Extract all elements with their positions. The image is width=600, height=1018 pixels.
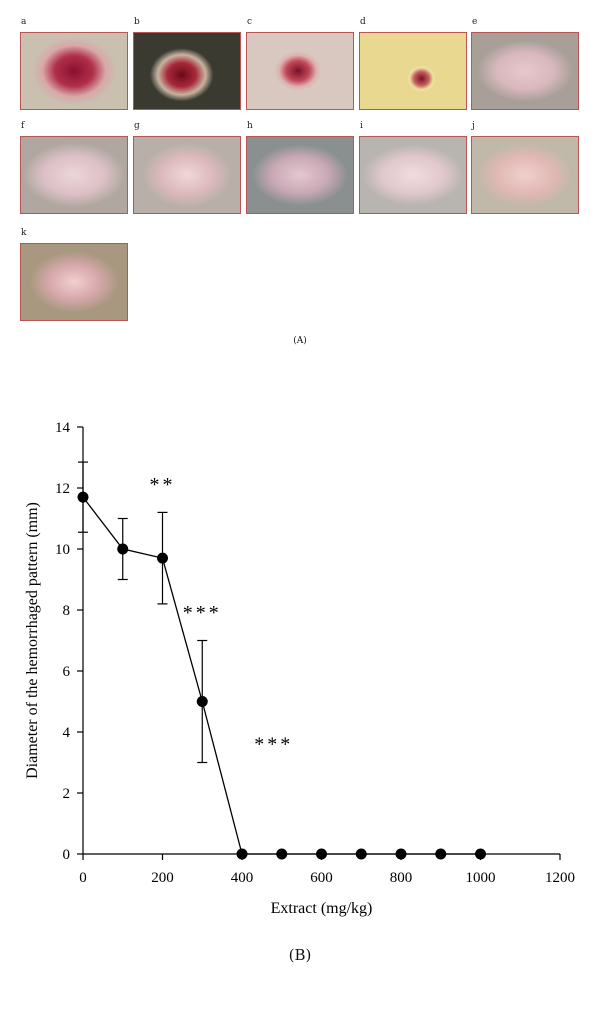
photo-hemorrhage-b <box>133 32 241 110</box>
photo-label: g <box>134 121 140 131</box>
photo-skin-j <box>471 136 579 214</box>
photo-skin-f <box>20 136 128 214</box>
photo-skin-i <box>359 136 467 214</box>
data-point <box>157 552 168 564</box>
photo-label: c <box>247 17 253 27</box>
photo-hemorrhage-c <box>246 32 354 110</box>
data-point <box>196 696 208 707</box>
x-tick-label: 1000 <box>466 870 496 886</box>
series-line <box>82 496 481 855</box>
x-tick-label: 400 <box>231 870 254 886</box>
photo-label: k <box>21 228 27 238</box>
significance-label: *** <box>183 602 222 624</box>
photo-label: a <box>21 17 27 27</box>
y-tick-label: 6 <box>63 664 71 680</box>
panel-a-caption: (A) <box>293 336 307 346</box>
data-point <box>435 848 447 860</box>
x-tick-label: 0 <box>79 870 87 886</box>
photo-label: j <box>472 121 475 131</box>
data-point <box>236 848 248 860</box>
photo-hemorrhage-a <box>20 32 128 110</box>
photo-panel-a: a b c d e f g h i j k (A) <box>0 0 600 346</box>
photo-hemorrhage-d <box>359 32 467 110</box>
x-tick-label: 800 <box>390 870 413 886</box>
photo-label: e <box>472 17 478 27</box>
data-point <box>117 543 129 555</box>
x-axis-label: Extract (mg/kg) <box>271 900 373 917</box>
photo-label: i <box>360 121 363 131</box>
significance-label: *** <box>254 733 293 755</box>
panel-b-caption: (B) <box>288 946 312 964</box>
data-point <box>475 848 486 860</box>
y-tick-label: 4 <box>63 725 71 741</box>
data-point <box>395 848 407 860</box>
x-tick-label: 600 <box>310 870 333 886</box>
y-tick-label: 0 <box>63 847 71 863</box>
data-point <box>316 848 327 860</box>
y-tick-label: 12 <box>55 481 70 497</box>
photo-skin-e <box>471 32 579 110</box>
hemorrhage-diameter-chart: 0 2 4 6 8 10 12 14 0 200 400 600 800 1000 1200 Extract … <box>24 420 575 917</box>
photo-label: b <box>134 17 140 27</box>
y-tick-label: 2 <box>63 786 71 802</box>
photo-label: f <box>21 121 25 131</box>
data-point <box>77 491 89 503</box>
photo-skin-h <box>246 136 354 214</box>
photo-skin-k <box>20 243 128 321</box>
y-tick-label: 10 <box>55 542 70 558</box>
photo-label: d <box>360 17 366 27</box>
y-tick-label: 8 <box>63 603 71 619</box>
data-point <box>276 848 288 860</box>
x-tick-label: 1200 <box>545 870 575 886</box>
y-tick-label: 14 <box>55 420 71 436</box>
x-tick-label: 200 <box>151 870 174 886</box>
data-point <box>355 848 367 860</box>
y-axis-label: Diameter of the hemorrhaged pattern (mm) <box>24 502 41 779</box>
photo-skin-g <box>133 136 241 214</box>
significance-label: ** <box>150 474 176 496</box>
photo-label: h <box>247 121 253 131</box>
